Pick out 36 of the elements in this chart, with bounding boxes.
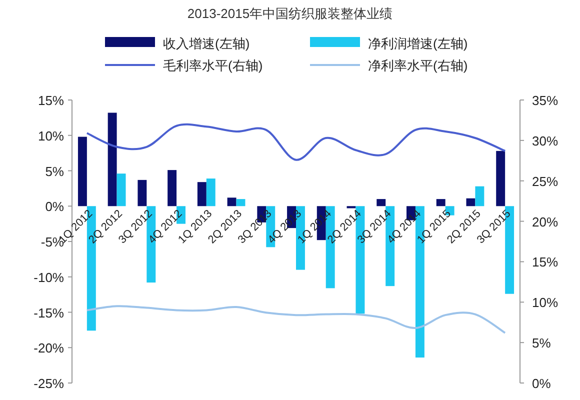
bar bbox=[227, 198, 236, 206]
bar bbox=[236, 199, 246, 206]
y2-tick-label: 35% bbox=[532, 93, 558, 108]
legend-label: 净利率水平(右轴) bbox=[368, 58, 468, 73]
y-tick-label: -15% bbox=[34, 305, 64, 320]
bar bbox=[466, 198, 476, 206]
y-tick-label: 5% bbox=[45, 164, 64, 179]
bar bbox=[138, 180, 147, 206]
bar bbox=[376, 199, 386, 206]
y2-tick-label: 0% bbox=[532, 376, 552, 391]
y2-tick-label: 15% bbox=[532, 254, 558, 270]
legend-label: 毛利率水平(右轴) bbox=[163, 58, 263, 73]
y-tick-label: 0% bbox=[45, 199, 64, 214]
y-tick-label: 15% bbox=[38, 93, 64, 108]
bar bbox=[436, 199, 446, 206]
bar bbox=[108, 112, 117, 206]
bar bbox=[206, 178, 216, 206]
y-tick-label: -10% bbox=[34, 270, 64, 285]
line-series bbox=[86, 305, 506, 334]
y-tick-label: 10% bbox=[38, 128, 64, 144]
y-tick-label: -25% bbox=[34, 376, 64, 391]
bar bbox=[197, 182, 206, 206]
y2-tick-label: 10% bbox=[532, 295, 558, 310]
y2-tick-label: 5% bbox=[532, 336, 552, 351]
bar bbox=[496, 150, 506, 206]
y2-tick-label: 25% bbox=[532, 174, 558, 189]
y2-tick-label: 20% bbox=[532, 214, 558, 230]
chart-title: 2013-2015年中国纺织服装整体业绩 bbox=[187, 6, 393, 21]
bar bbox=[475, 186, 484, 206]
bar bbox=[168, 170, 177, 206]
legend-label: 净利润增速(左轴) bbox=[368, 36, 468, 51]
y-tick-label: -20% bbox=[34, 340, 64, 356]
y2-tick-label: 30% bbox=[532, 133, 558, 148]
bar bbox=[78, 136, 87, 206]
bar bbox=[116, 174, 126, 206]
legend-label: 收入增速(左轴) bbox=[163, 36, 250, 51]
